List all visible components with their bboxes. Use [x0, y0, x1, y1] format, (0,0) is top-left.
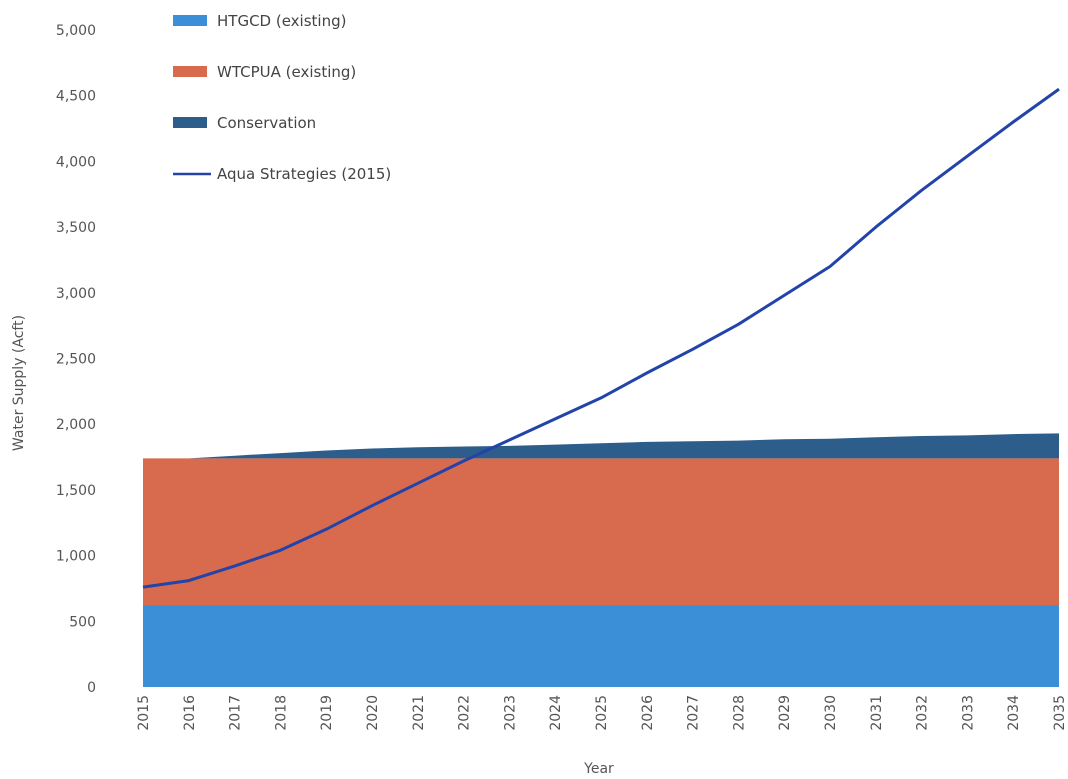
x-tick-label: 2016 — [182, 695, 198, 731]
y-tick-label: 1,000 — [56, 549, 96, 565]
x-tick-label: 2017 — [228, 695, 244, 731]
legend: HTGCD (existing) WTCPUA (existing) Conse… — [173, 12, 391, 183]
area-conservation — [143, 433, 1059, 459]
y-tick-label: 500 — [69, 614, 96, 630]
y-axis-ticks: 0 500 1,000 1,500 2,000 2,500 3,000 3,500 4,000 4… — [56, 23, 96, 696]
x-tick-label: 2022 — [457, 695, 473, 731]
line-aqua-strategies-2015 — [142, 87, 1060, 589]
x-tick-label: 2031 — [869, 695, 885, 731]
y-tick-label: 1,500 — [56, 483, 96, 499]
legend-swatch-wtcpua — [173, 66, 207, 77]
x-tick-label: 2028 — [731, 695, 747, 731]
x-axis-title: Year — [583, 761, 614, 777]
area-htgcd-existing — [143, 605, 1059, 687]
y-tick-label: 3,000 — [56, 286, 96, 302]
legend-label-htgcd: HTGCD (existing) — [217, 12, 346, 30]
x-tick-label: 2032 — [915, 695, 931, 731]
legend-label-wtcpua: WTCPUA (existing) — [217, 63, 356, 81]
x-tick-label: 2035 — [1052, 695, 1068, 731]
y-tick-label: 4,000 — [56, 154, 96, 170]
legend-swatch-conservation — [173, 117, 207, 128]
x-tick-label: 2015 — [136, 695, 152, 731]
x-tick-label: 2023 — [502, 695, 518, 731]
x-tick-label: 2020 — [365, 695, 381, 731]
stacked-areas — [143, 433, 1059, 687]
y-tick-label: 4,500 — [56, 89, 96, 105]
line-series-group — [142, 87, 1060, 589]
x-tick-label: 2029 — [777, 695, 793, 731]
x-tick-label: 2021 — [411, 695, 427, 731]
x-tick-label: 2018 — [273, 695, 289, 731]
x-tick-label: 2026 — [640, 695, 656, 731]
y-tick-label: 2,500 — [56, 352, 96, 368]
x-tick-label: 2024 — [548, 695, 564, 731]
y-tick-label: 5,000 — [56, 23, 96, 39]
legend-label-conservation: Conservation — [217, 114, 316, 132]
x-tick-label: 2033 — [960, 695, 976, 731]
x-tick-label: 2019 — [319, 695, 335, 731]
x-tick-label: 2025 — [594, 695, 610, 731]
x-tick-label: 2034 — [1006, 695, 1022, 731]
x-axis-ticks: 2015 2016 2017 2018 2019 2020 2021 2022 2023 2024… — [136, 695, 1068, 731]
x-tick-label: 2030 — [823, 695, 839, 731]
y-tick-label: 2,000 — [56, 417, 96, 433]
y-tick-label: 3,500 — [56, 220, 96, 236]
y-tick-label: 0 — [87, 680, 96, 696]
area-wtcpua-existing — [143, 458, 1059, 606]
legend-swatch-htgcd — [173, 15, 207, 26]
x-tick-label: 2027 — [686, 695, 702, 731]
legend-label-aqua-strategies: Aqua Strategies (2015) — [217, 165, 391, 183]
y-axis-title: Water Supply (Acft) — [11, 315, 27, 451]
